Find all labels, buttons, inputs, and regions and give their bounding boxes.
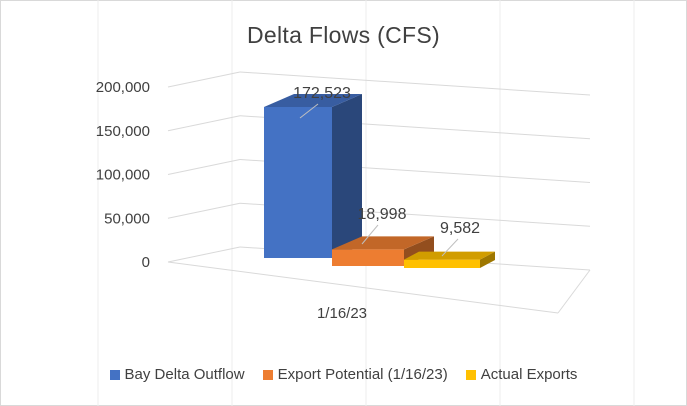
floor-front-edge bbox=[167, 261, 559, 314]
legend-swatch bbox=[465, 369, 476, 380]
data-label: 9,582 bbox=[440, 220, 480, 237]
legend-label: Bay Delta Outflow bbox=[124, 366, 245, 383]
data-label-leader bbox=[441, 238, 459, 257]
chart-legend: Bay Delta Outflow Export Potential (1/16… bbox=[0, 366, 687, 383]
legend-label: Actual Exports bbox=[480, 366, 578, 383]
legend-item: Export Potential (1/16/23) bbox=[262, 366, 448, 383]
bar bbox=[404, 259, 480, 268]
data-label: 172,523 bbox=[293, 85, 351, 102]
bar-top bbox=[404, 251, 495, 260]
data-label-leader bbox=[361, 224, 379, 245]
y-gridline-side bbox=[167, 71, 241, 88]
bar-side bbox=[480, 251, 495, 268]
legend-swatch bbox=[109, 369, 120, 380]
y-tick-label: 50,000 bbox=[104, 210, 150, 227]
legend-swatch bbox=[262, 369, 273, 380]
bar bbox=[332, 249, 404, 266]
legend-item: Actual Exports bbox=[465, 366, 578, 383]
y-tick-label: 150,000 bbox=[96, 123, 150, 140]
chart-title: Delta Flows (CFS) bbox=[247, 22, 440, 48]
y-tick-label: 0 bbox=[142, 254, 150, 271]
y-gridline-side bbox=[167, 246, 241, 263]
y-gridline-side bbox=[167, 159, 241, 175]
bar-top bbox=[332, 236, 434, 250]
y-gridline-side bbox=[167, 115, 241, 132]
legend-label: Export Potential (1/16/23) bbox=[277, 366, 448, 383]
legend-item: Bay Delta Outflow bbox=[109, 366, 245, 383]
bar bbox=[264, 107, 332, 258]
bar-top bbox=[264, 94, 362, 107]
y-gridline bbox=[239, 71, 591, 96]
data-label-leader bbox=[299, 103, 319, 119]
bar-side bbox=[332, 94, 362, 258]
y-tick-label: 200,000 bbox=[96, 79, 150, 96]
x-tick-label: 1/16/23 bbox=[317, 305, 367, 322]
data-label: 18,998 bbox=[358, 206, 407, 223]
y-gridline-side bbox=[167, 202, 241, 219]
y-tick-label: 100,000 bbox=[96, 167, 150, 184]
floor-right-edge bbox=[557, 269, 591, 314]
